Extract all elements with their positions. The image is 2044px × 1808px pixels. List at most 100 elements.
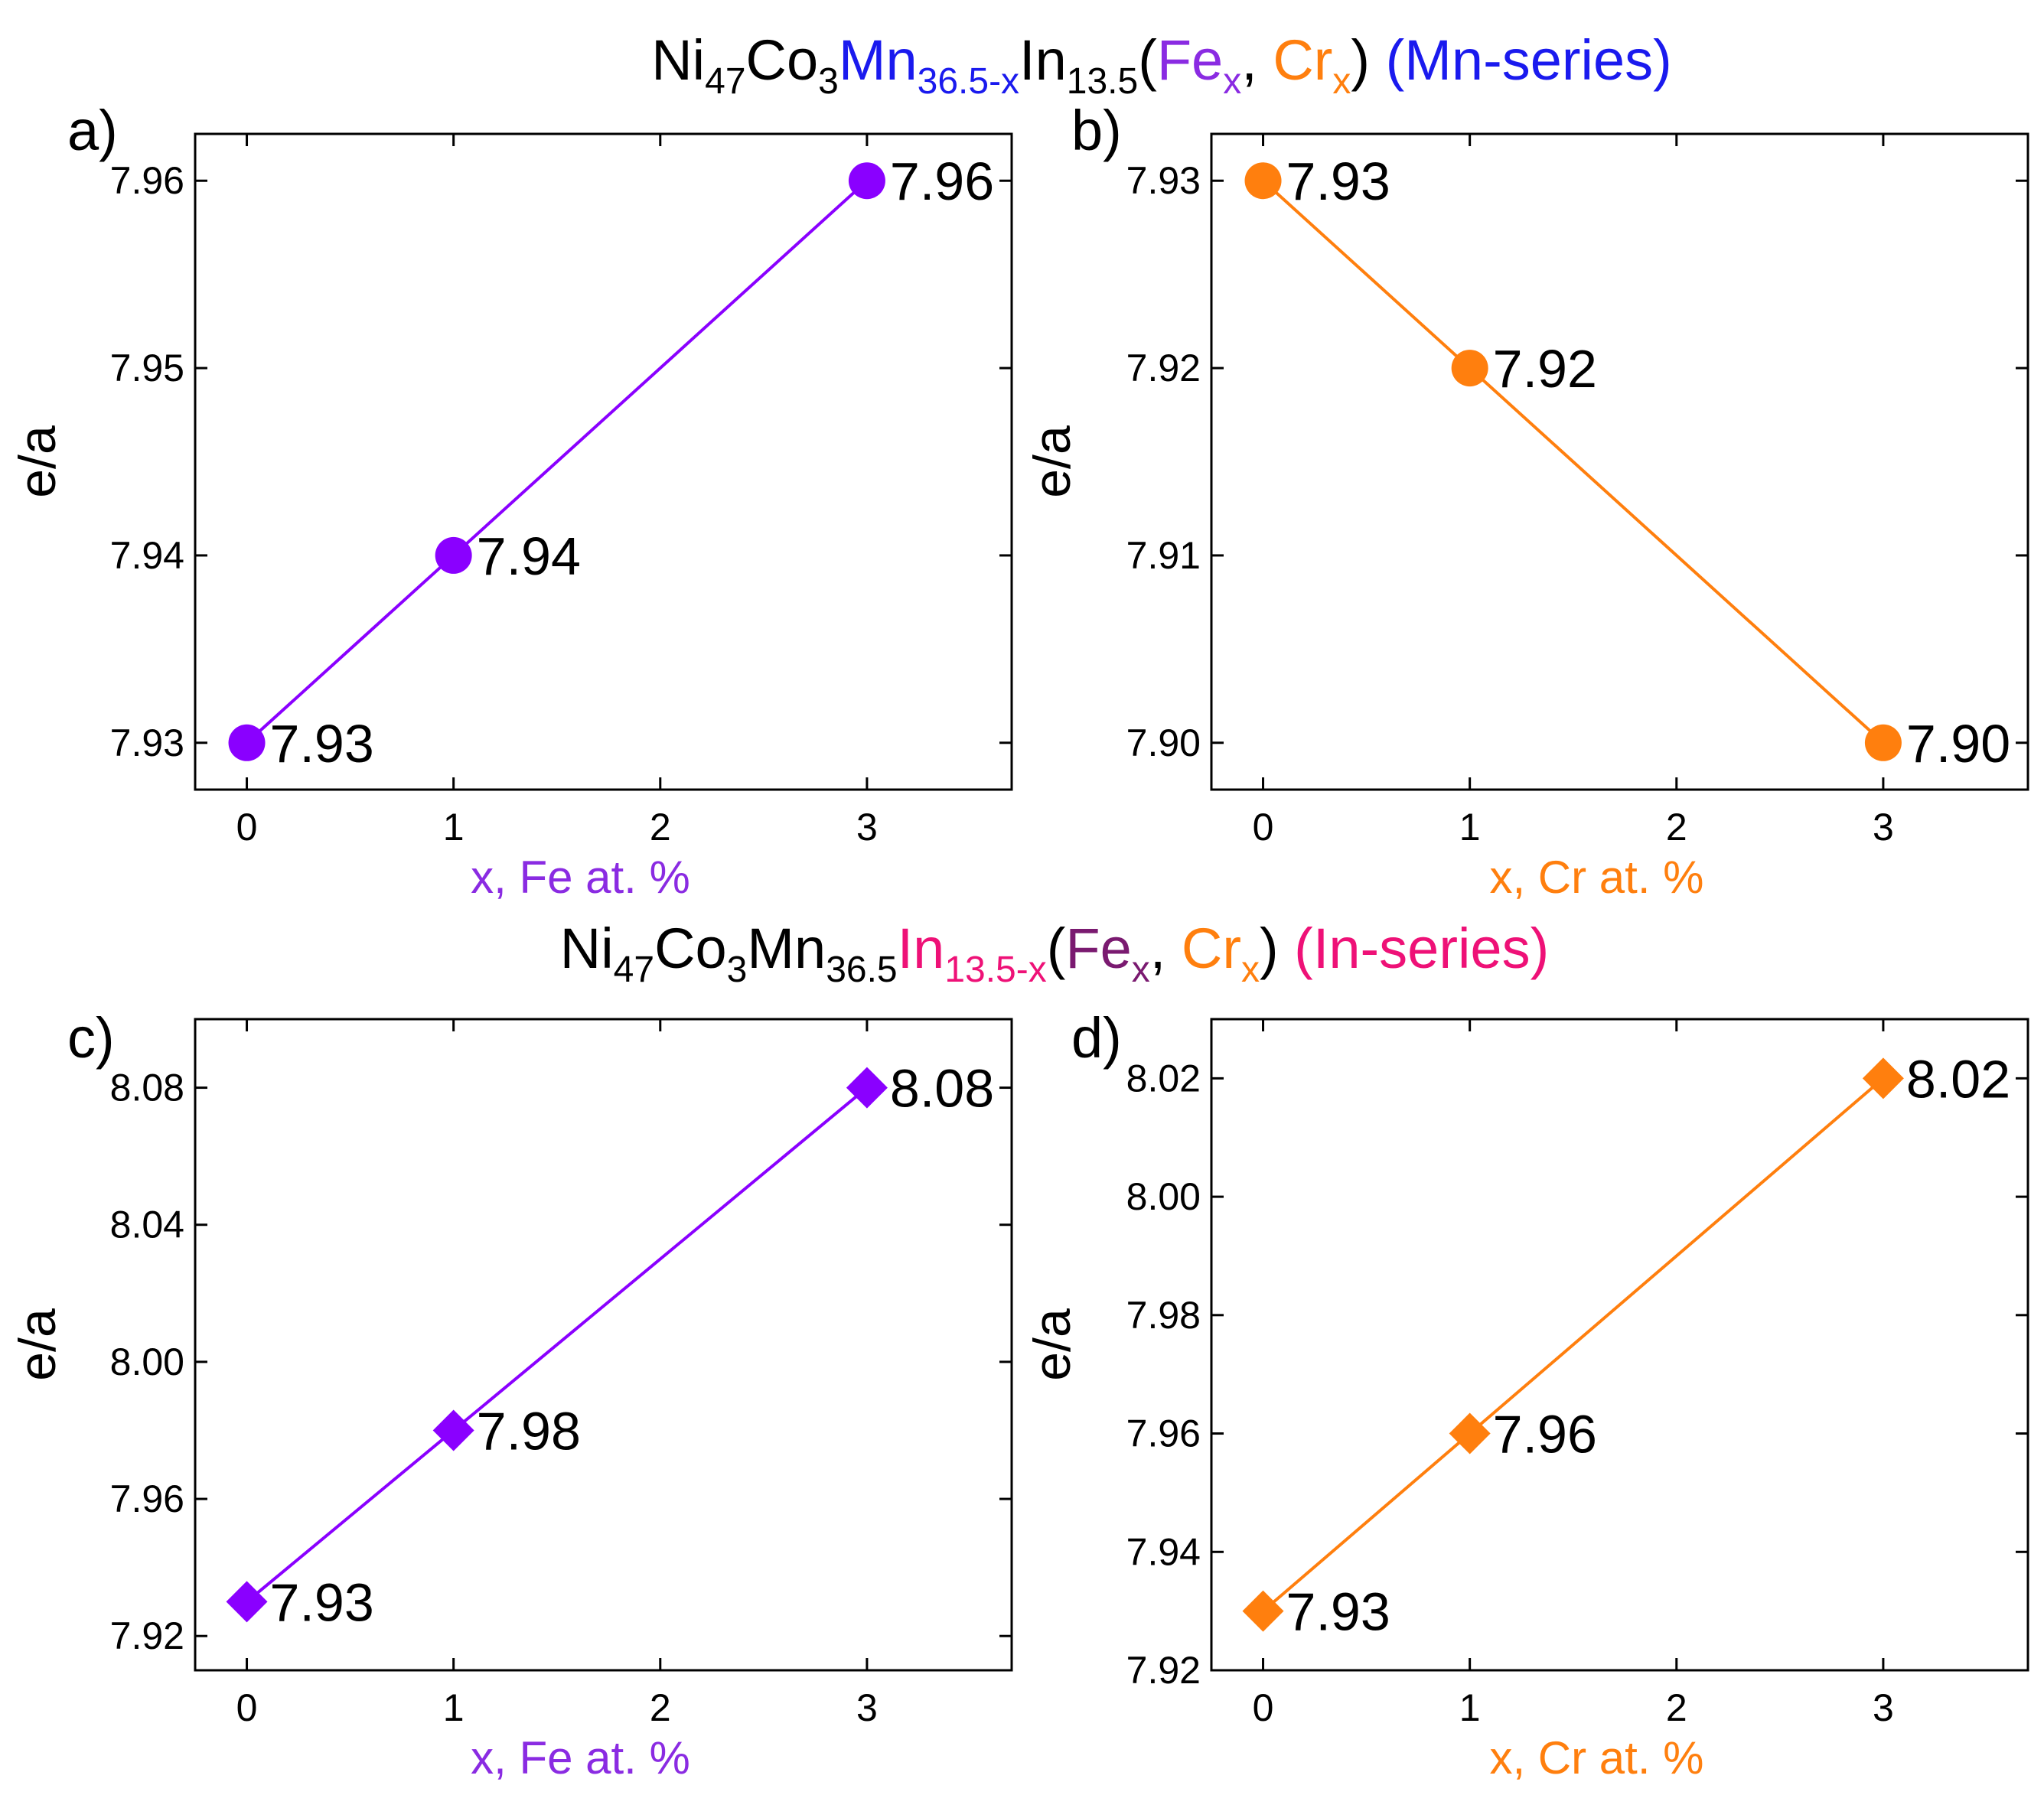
data-point bbox=[226, 1581, 268, 1623]
title-part: , bbox=[1241, 28, 1273, 92]
title-part: 3 bbox=[818, 61, 839, 102]
panel-label: c) bbox=[67, 1006, 115, 1070]
data-label: 7.93 bbox=[270, 1572, 374, 1632]
panel-c: 0 1 2 3 7.92 7.96 8.00 8.04 8.08 x, Fe at. % e/a c)… bbox=[8, 1006, 1013, 1784]
data-label: 7.96 bbox=[1493, 1405, 1597, 1464]
y-axis-label: e/a bbox=[8, 425, 67, 498]
y-tick-label: 7.94 bbox=[1126, 1530, 1201, 1573]
data-point bbox=[1862, 1057, 1904, 1099]
y-tick-label: 7.95 bbox=[110, 347, 184, 389]
title-part: Co bbox=[654, 917, 727, 980]
x-tick-label: 2 bbox=[1666, 1686, 1687, 1729]
title-part: (In-series) bbox=[1294, 917, 1549, 980]
x-tick-label: 0 bbox=[236, 806, 258, 849]
x-tick-label: 2 bbox=[1666, 806, 1687, 849]
y-tick-label: 7.96 bbox=[1126, 1412, 1201, 1455]
title-part: In bbox=[898, 917, 945, 980]
y-tick-label: 7.90 bbox=[1126, 722, 1201, 764]
title-part: Ni bbox=[651, 28, 705, 92]
panel-d: 0 1 2 3 7.92 7.94 7.96 7.98 8.00 8.02 x, Cr at. % e… bbox=[1023, 1006, 2029, 1784]
x-axis-label: x, Cr at. % bbox=[1489, 852, 1703, 903]
data-point bbox=[1242, 1590, 1284, 1632]
title-part: 13.5 bbox=[1067, 61, 1138, 102]
panel-label: b) bbox=[1071, 99, 1122, 162]
title-part: 47 bbox=[614, 950, 654, 990]
data-label: 7.93 bbox=[270, 714, 374, 774]
title-part: 36.5 bbox=[826, 950, 897, 990]
title-part: ) bbox=[1351, 28, 1385, 92]
series-line bbox=[246, 1086, 869, 1603]
x-tick-label: 2 bbox=[650, 1686, 671, 1729]
data-label: 7.93 bbox=[1286, 1582, 1390, 1642]
data-label: 7.90 bbox=[1906, 714, 2010, 774]
title-part: x bbox=[1132, 950, 1150, 990]
x-tick-label: 1 bbox=[443, 806, 465, 849]
y-tick-label: 7.92 bbox=[1126, 347, 1201, 389]
data-label: 8.08 bbox=[890, 1059, 994, 1119]
x-tick-label: 3 bbox=[856, 806, 878, 849]
y-tick-label: 7.91 bbox=[1126, 534, 1201, 577]
y-tick-label: 7.94 bbox=[110, 534, 184, 577]
x-axis-label: x, Fe at. % bbox=[471, 1732, 690, 1784]
title-part: Mn bbox=[747, 917, 826, 980]
plot-frame bbox=[1210, 132, 2029, 791]
title-part: In bbox=[1019, 28, 1067, 92]
x-tick-label: 1 bbox=[443, 1686, 465, 1729]
data-point bbox=[432, 1409, 474, 1451]
title-part: Ni bbox=[560, 917, 614, 980]
data-point bbox=[1449, 1412, 1491, 1455]
y-tick-label: 7.92 bbox=[1126, 1649, 1201, 1692]
data-point bbox=[1244, 162, 1282, 200]
title-part: 36.5-x bbox=[918, 61, 1019, 102]
data-point bbox=[1451, 350, 1488, 387]
title-part: ) bbox=[1260, 917, 1294, 980]
data-label: 8.02 bbox=[1906, 1049, 2010, 1109]
data-label: 7.92 bbox=[1493, 339, 1597, 399]
title-part: x bbox=[1223, 61, 1241, 102]
data-label: 7.98 bbox=[477, 1401, 581, 1461]
series-line bbox=[246, 179, 869, 744]
y-tick-label: 8.08 bbox=[110, 1067, 184, 1109]
title-part: , bbox=[1150, 917, 1182, 980]
title-part: x bbox=[1332, 61, 1351, 102]
x-tick-label: 1 bbox=[1459, 1686, 1481, 1729]
data-point bbox=[435, 536, 472, 574]
data-point bbox=[848, 162, 885, 200]
y-tick-label: 7.96 bbox=[110, 1477, 184, 1520]
title-part: ( bbox=[1138, 28, 1157, 92]
y-tick-label: 7.93 bbox=[1126, 159, 1201, 202]
data-label: 7.96 bbox=[890, 151, 994, 211]
title-part: Cr bbox=[1182, 917, 1241, 980]
data-point bbox=[1864, 724, 1902, 761]
panel-label: a) bbox=[67, 99, 118, 162]
x-axis-label: x, Fe at. % bbox=[471, 852, 690, 903]
y-axis-label: e/a bbox=[1023, 1308, 1081, 1381]
y-tick-label: 7.92 bbox=[110, 1614, 184, 1657]
panel-b: 0 1 2 37.907.917.927.93x, Cr at. %e/ab)7.93… bbox=[1023, 99, 2029, 903]
title-part: (Mn-series) bbox=[1386, 28, 1672, 92]
title-part: Mn bbox=[839, 28, 918, 92]
title-part: 3 bbox=[727, 950, 748, 990]
title-part: Fe bbox=[1065, 917, 1131, 980]
y-axis-label: e/a bbox=[1023, 425, 1081, 498]
y-tick-label: 8.02 bbox=[1126, 1057, 1201, 1099]
x-tick-label: 1 bbox=[1459, 806, 1481, 849]
panel-label: d) bbox=[1071, 1006, 1122, 1070]
title-part: Cr bbox=[1273, 28, 1332, 92]
x-tick-label: 0 bbox=[1253, 1686, 1274, 1729]
figure-title-mn-series: Ni47Co3Mn36.5-xIn13.5(Fex, Crx) (Mn-seri… bbox=[651, 28, 1672, 102]
x-tick-label: 3 bbox=[1873, 1686, 1894, 1729]
y-axis-label: e/a bbox=[8, 1308, 67, 1381]
x-tick-label: 2 bbox=[650, 806, 671, 849]
y-tick-label: 8.04 bbox=[110, 1204, 184, 1246]
title-part: ( bbox=[1047, 917, 1066, 980]
series-line bbox=[1262, 179, 1885, 744]
plot-frame bbox=[194, 1018, 1013, 1672]
title-part: x bbox=[1241, 950, 1260, 990]
x-tick-label: 0 bbox=[1253, 806, 1274, 849]
title-part: Fe bbox=[1157, 28, 1223, 92]
y-tick-label: 7.98 bbox=[1126, 1294, 1201, 1337]
x-tick-label: 3 bbox=[1873, 806, 1894, 849]
data-point bbox=[846, 1067, 888, 1109]
